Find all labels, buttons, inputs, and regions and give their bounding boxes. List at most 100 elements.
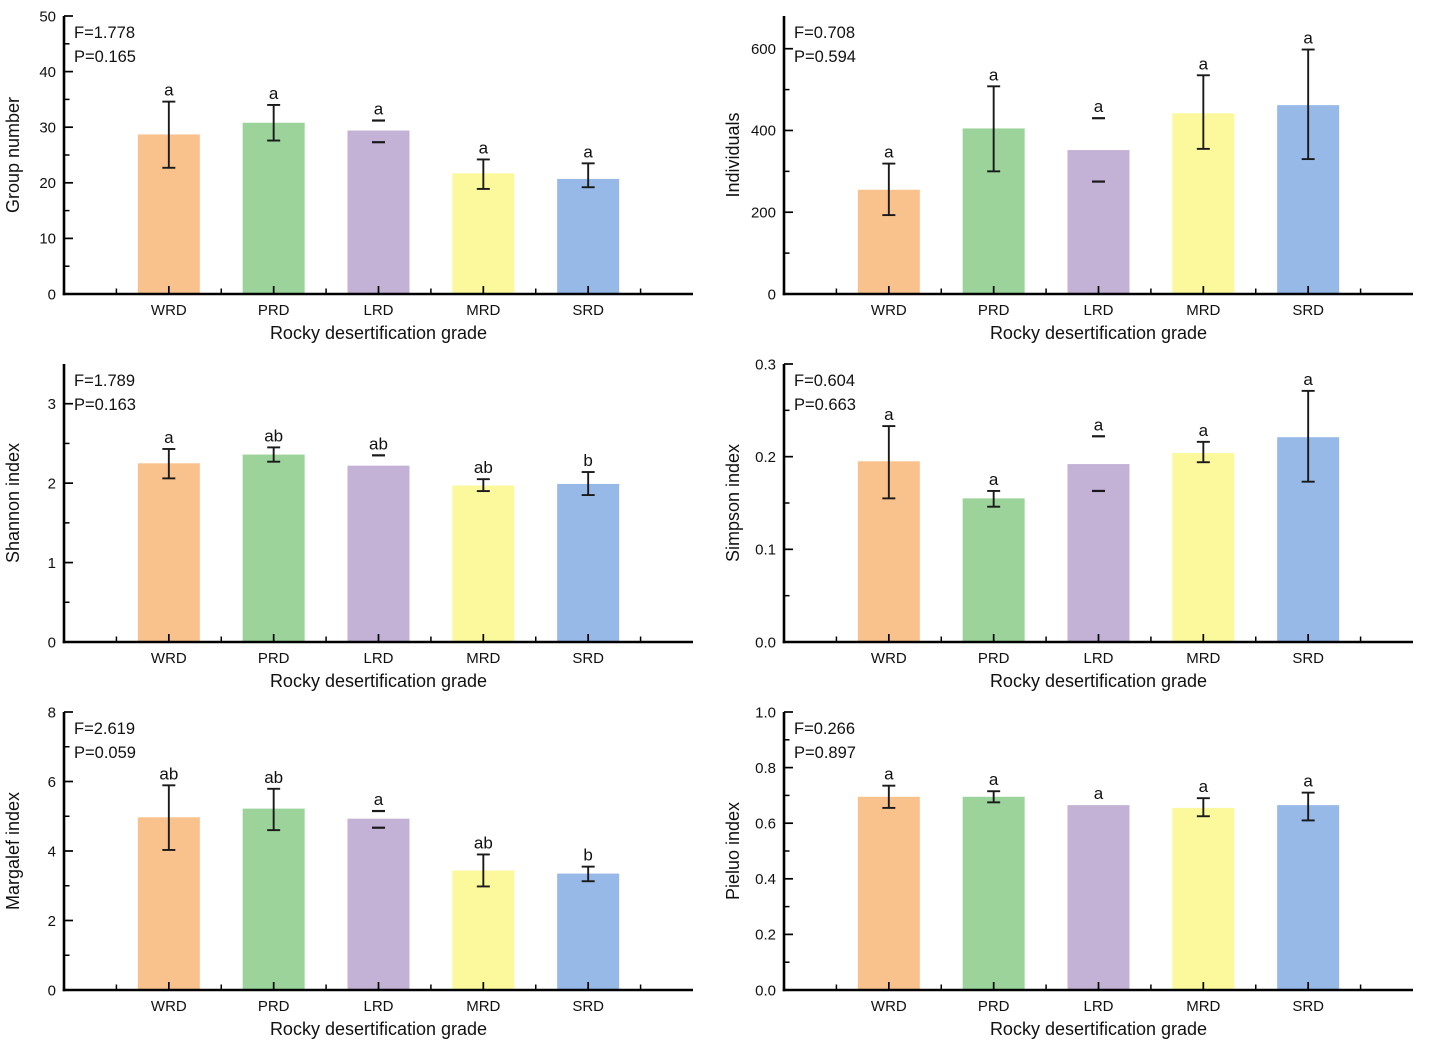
sig-letter: a	[884, 765, 894, 784]
y-tick-label: 0	[48, 286, 56, 303]
shannon-index-chart: a ab ab ab b 0 1 2 3 WRD PRD LRD MRD SRD Rocky deserti…	[3, 364, 693, 691]
y-tick-label: 0	[48, 982, 56, 999]
sig-letter: a	[269, 84, 279, 103]
anova-f-value: F=1.789	[74, 372, 135, 390]
y-tick-label: 6	[48, 774, 56, 791]
sig-letter: ab	[264, 426, 283, 445]
bar-srd	[1277, 805, 1340, 990]
y-tick-label: 30	[39, 119, 56, 136]
x-axis-title: Rocky desertification grade	[990, 323, 1207, 343]
sig-letter: a	[989, 770, 999, 789]
x-tick-label: WRD	[871, 302, 907, 319]
anova-f-value: F=0.604	[794, 372, 855, 390]
sig-letter: a	[1199, 54, 1209, 73]
panel-margalef-index: ab ab a ab b 0 2 4 6 8 WRD PRD LRD MRD SRD Rocky desert…	[0, 696, 720, 1044]
sig-letter: a	[1094, 415, 1104, 434]
sig-letter: a	[1303, 772, 1313, 791]
bar-prd	[242, 808, 305, 990]
y-axis-title: Margalef index	[3, 792, 23, 910]
sig-letter: a	[479, 138, 489, 157]
x-tick-label: SRD	[1292, 302, 1324, 319]
x-tick-label: MRD	[466, 998, 500, 1015]
sig-letter: ab	[474, 833, 493, 852]
bar-mrd	[1172, 807, 1235, 990]
x-tick-label: LRD	[1083, 998, 1113, 1015]
x-tick-label: WRD	[871, 998, 907, 1015]
bar-mrd	[452, 485, 515, 642]
x-tick-label: LRD	[363, 302, 393, 319]
y-tick-label: 0.8	[755, 760, 776, 777]
x-tick-label: PRD	[258, 998, 290, 1015]
y-tick-label: 50	[39, 8, 56, 25]
y-tick-label: 1	[48, 555, 56, 572]
x-tick-label: SRD	[1292, 650, 1324, 667]
x-tick-label: SRD	[572, 302, 604, 319]
sig-letter: a	[989, 470, 999, 489]
x-axis-title: Rocky desertification grade	[270, 1019, 487, 1039]
x-tick-label: WRD	[871, 650, 907, 667]
panel-pieluo-index: a a a a a 0.0 0.2 0.4 0.6 0.8 1.0 WRD PRD LRD MRD SRD Ro…	[720, 696, 1441, 1044]
sig-letter: a	[1094, 97, 1104, 116]
bar-mrd	[452, 870, 515, 990]
sig-letter: ab	[474, 458, 493, 477]
anova-p-value: P=0.897	[794, 744, 856, 762]
margalef-index-chart: ab ab a ab b 0 2 4 6 8 WRD PRD LRD MRD SRD Rocky desert…	[3, 704, 693, 1039]
x-tick-label: MRD	[466, 302, 500, 319]
x-tick-label: PRD	[978, 302, 1010, 319]
y-tick-label: 0	[48, 634, 56, 651]
x-tick-label: LRD	[363, 998, 393, 1015]
individuals-chart: a a a a a 0 200 400 600 WRD PRD LRD MRD SRD Rocky dese…	[723, 16, 1413, 343]
anova-f-value: F=0.266	[794, 720, 855, 738]
anova-p-value: P=0.663	[794, 396, 856, 414]
bar-srd	[557, 873, 620, 990]
sig-letter: b	[583, 451, 592, 470]
y-axis-title: Pieluo index	[723, 802, 743, 900]
bar-srd	[557, 483, 620, 642]
y-tick-label: 0.4	[755, 871, 776, 888]
y-tick-label: 600	[751, 41, 776, 58]
x-tick-label: PRD	[258, 302, 290, 319]
x-tick-label: WRD	[151, 998, 187, 1015]
group-number-chart: a a a a a 0 10 20 30 40 50 WRD PRD LRD MRD SRD Rocky des…	[3, 8, 693, 343]
bar-lrd	[1067, 150, 1130, 294]
sig-letter: a	[1303, 29, 1313, 48]
panel-individuals: a a a a a 0 200 400 600 WRD PRD LRD MRD SRD Rocky dese…	[720, 0, 1441, 348]
anova-p-value: P=0.165	[74, 48, 136, 66]
bar-mrd	[452, 173, 515, 294]
x-tick-label: MRD	[1186, 302, 1220, 319]
bar-lrd	[1067, 805, 1130, 990]
panel-simpson-index: a a a a a 0.0 0.1 0.2 0.3 WRD PRD LRD MRD SRD Rocky de…	[720, 348, 1441, 696]
sig-letter: a	[1303, 370, 1313, 389]
y-tick-label: 4	[48, 843, 56, 860]
sig-letter: a	[164, 428, 174, 447]
x-axis-title: Rocky desertification grade	[990, 1019, 1207, 1039]
x-tick-label: LRD	[1083, 302, 1113, 319]
sig-letter: a	[884, 143, 894, 162]
y-tick-label: 400	[751, 123, 776, 140]
bar-lrd	[347, 465, 410, 642]
bar-prd	[242, 454, 305, 642]
y-tick-label: 0	[768, 286, 776, 303]
y-tick-label: 0.1	[755, 542, 776, 559]
y-tick-label: 0.0	[755, 634, 776, 651]
anova-p-value: P=0.163	[74, 396, 136, 414]
y-axis-title: Simpson index	[723, 444, 743, 562]
y-tick-label: 200	[751, 204, 776, 221]
sig-letter: a	[164, 81, 174, 100]
x-tick-label: MRD	[1186, 650, 1220, 667]
y-axis-title: Shannon index	[3, 443, 23, 563]
sig-letter: a	[1199, 777, 1209, 796]
sig-letter: a	[374, 790, 384, 809]
sig-letter: a	[583, 142, 593, 161]
x-tick-label: PRD	[978, 650, 1010, 667]
x-tick-label: SRD	[1292, 998, 1324, 1015]
sig-letter: a	[989, 65, 999, 84]
sig-letter: a	[884, 405, 894, 424]
y-tick-label: 2	[48, 913, 56, 930]
sig-letter: a	[1199, 421, 1209, 440]
y-tick-label: 20	[39, 175, 56, 192]
x-axis-title: Rocky desertification grade	[270, 323, 487, 343]
simpson-index-chart: a a a a a 0.0 0.1 0.2 0.3 WRD PRD LRD MRD SRD Rocky de…	[723, 356, 1413, 691]
anova-p-value: P=0.059	[74, 744, 136, 762]
x-tick-label: SRD	[572, 998, 604, 1015]
